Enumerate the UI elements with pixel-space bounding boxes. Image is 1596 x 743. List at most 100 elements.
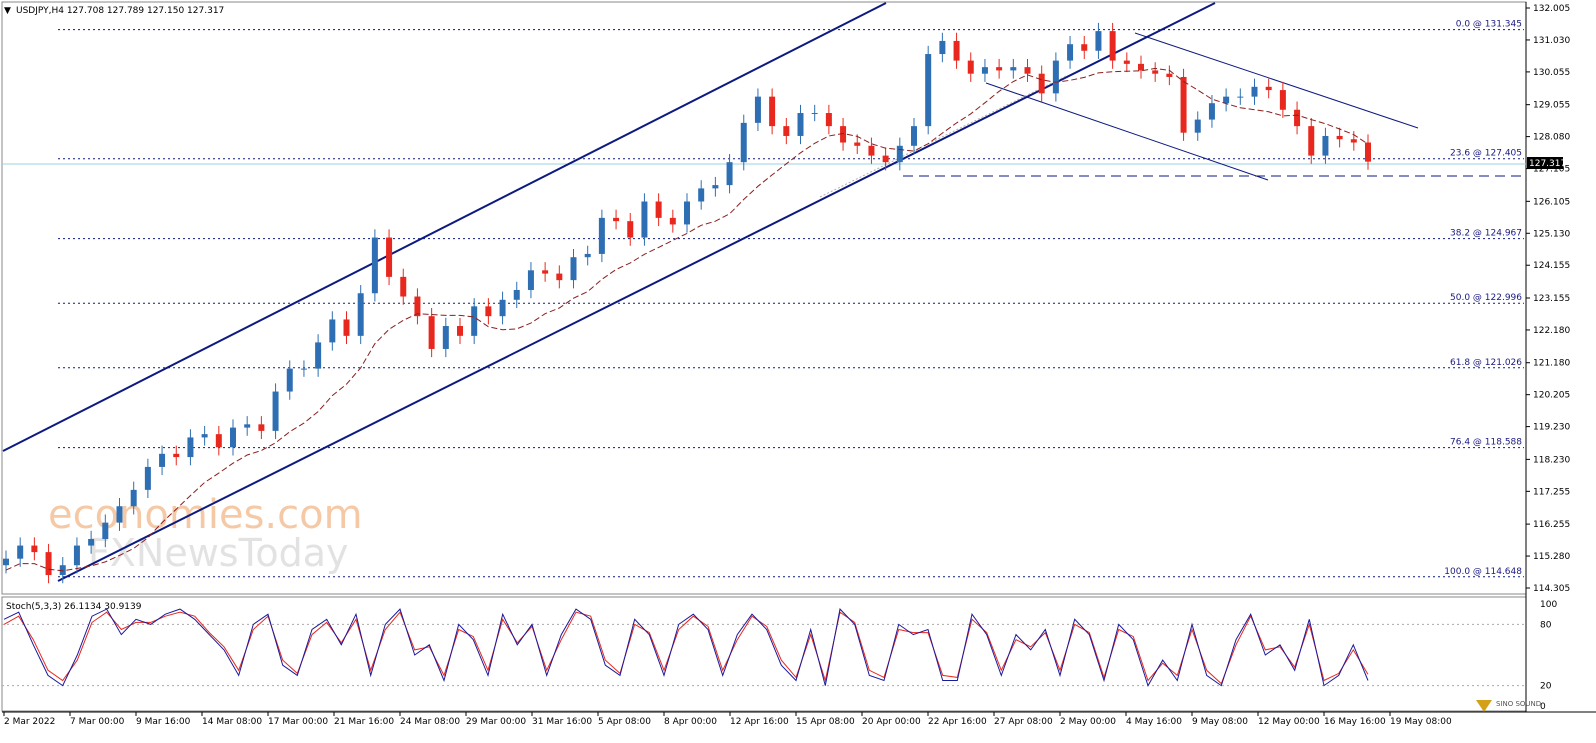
candle-body	[300, 368, 307, 370]
candle-body	[1208, 103, 1215, 120]
candle-body	[272, 391, 279, 431]
candle-body	[3, 558, 9, 566]
candle-body	[244, 424, 251, 428]
candle-body	[471, 306, 478, 336]
candle-body	[1265, 86, 1272, 91]
candle-body	[371, 237, 378, 294]
candle-body	[215, 434, 222, 448]
time-tick-label: 21 Mar 16:00	[334, 717, 394, 727]
channel-lower-line	[57, 2, 1216, 582]
candles-layer	[3, 22, 1371, 584]
price-tick-label: 128.080	[1533, 133, 1570, 143]
candle-body	[967, 60, 974, 74]
price-tick-label: 126.105	[1533, 197, 1570, 207]
trendlines-layer	[2, 2, 1419, 582]
candle-body	[854, 142, 861, 146]
candle-body	[414, 296, 421, 317]
time-tick-label: 14 Mar 08:00	[202, 717, 262, 727]
candle-body	[400, 276, 407, 297]
price-tick-label: 118.230	[1533, 455, 1570, 465]
candle-body	[45, 552, 52, 576]
candle-body	[570, 257, 577, 281]
candle-body	[911, 126, 917, 146]
candle-body	[485, 306, 492, 317]
price-tick-label: 117.255	[1533, 487, 1570, 497]
channel-upper-line	[2, 2, 887, 452]
candle-body	[357, 293, 364, 336]
candle-body	[598, 217, 605, 254]
candle-body	[457, 326, 463, 336]
chart-dropdown-icon[interactable]: ▼	[4, 6, 11, 16]
candle-body	[684, 201, 690, 225]
down-channel-upper-line	[1134, 32, 1419, 129]
last-price-tag	[1527, 157, 1563, 169]
candle-body	[1336, 135, 1343, 140]
candle-body	[286, 368, 293, 392]
candle-body	[613, 217, 620, 222]
candle-body	[527, 270, 534, 290]
price-tick-label: 123.155	[1533, 294, 1570, 304]
candle-body	[329, 319, 336, 343]
candle-body	[698, 188, 705, 202]
candle-body	[31, 545, 38, 553]
candle-body	[783, 126, 790, 136]
price-tick-label: 120.205	[1533, 391, 1570, 401]
candle-body	[499, 299, 506, 317]
candle-body	[386, 237, 393, 277]
candle-body	[17, 545, 24, 559]
symbol-header: USDJPY,H4 127.708 127.789 127.150 127.31…	[16, 6, 224, 16]
time-tick-label: 4 May 16:00	[1126, 717, 1182, 727]
last-price-label: 127.317	[1529, 159, 1566, 169]
price-tick-label: 131.030	[1533, 36, 1570, 46]
candle-body	[258, 424, 265, 431]
candle-body	[669, 217, 676, 225]
candle-body	[230, 427, 236, 448]
fib-level-label: 38.2 @ 124.967	[1450, 229, 1522, 239]
time-tick-label: 12 May 00:00	[1258, 717, 1320, 727]
candle-body	[1052, 60, 1059, 94]
candle-body	[130, 489, 137, 507]
stoch-main-line	[3, 608, 1369, 687]
logo-triangle-icon	[1476, 700, 1492, 712]
candle-body	[1251, 86, 1258, 97]
time-tick-label: 5 Apr 08:00	[598, 717, 651, 727]
candle-body	[769, 96, 776, 127]
fib-level-label: 50.0 @ 122.996	[1450, 293, 1522, 303]
candle-body	[343, 319, 350, 336]
candle-body	[1138, 63, 1144, 71]
candle-body	[73, 545, 80, 566]
candle-body	[1237, 96, 1244, 98]
candle-body	[1067, 44, 1074, 61]
candle-body	[627, 221, 634, 238]
time-tick-label: 20 Apr 00:00	[862, 717, 921, 727]
fib-level-label: 76.4 @ 118.588	[1450, 438, 1522, 448]
candle-body	[996, 67, 1003, 71]
candle-body	[1308, 126, 1315, 156]
candle-body	[1166, 73, 1173, 77]
candle-body	[925, 54, 932, 127]
stoch-level-label: 0	[1540, 702, 1546, 712]
candle-body	[1279, 90, 1286, 110]
candle-body	[556, 273, 563, 281]
candle-body	[655, 201, 662, 218]
stoch-signal-line	[3, 611, 1369, 685]
candle-body	[1081, 44, 1088, 51]
candle-body	[896, 145, 903, 163]
stoch-label: Stoch(5,3,3) 26.1134 30.9139	[6, 602, 142, 612]
stoch-level-label: 20	[1540, 682, 1552, 692]
candle-body	[187, 437, 194, 458]
time-tick-label: 19 May 08:00	[1390, 717, 1452, 727]
candle-body	[1322, 135, 1329, 156]
candle-body	[1180, 76, 1187, 133]
time-tick-label: 27 Apr 08:00	[994, 717, 1053, 727]
watermark-economies: economies.com	[48, 492, 363, 538]
candle-body	[882, 155, 889, 163]
candle-body	[1223, 96, 1230, 104]
candle-body	[868, 145, 875, 156]
candle-body	[1095, 31, 1102, 51]
stoch-level-label: 100	[1540, 600, 1557, 610]
moving-average-line	[5, 67, 1369, 572]
candle-body	[1038, 73, 1045, 94]
candle-body	[1365, 142, 1371, 162]
